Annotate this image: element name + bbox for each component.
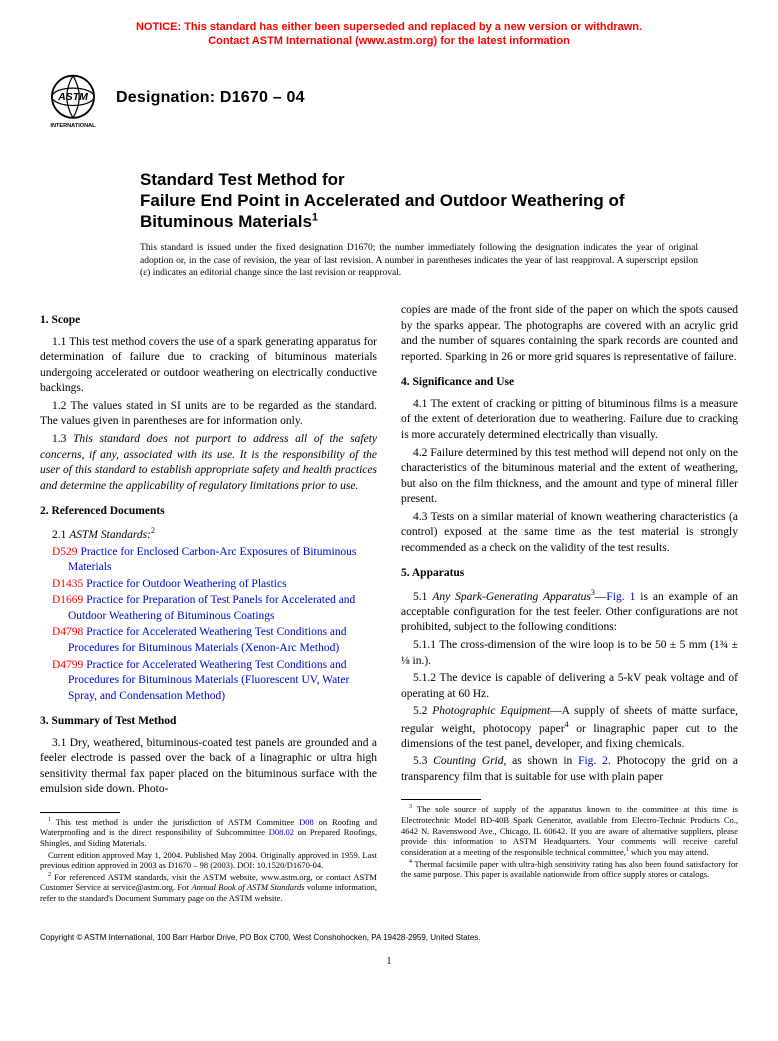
- para-2-1: 2.1 ASTM Standards:2: [40, 526, 377, 543]
- fig-1-link[interactable]: Fig. 1: [606, 590, 635, 602]
- footnote-1: 1 This test method is under the jurisdic…: [40, 817, 377, 849]
- reference-code: D529: [52, 546, 78, 558]
- fn3-t2: which you may attend.: [629, 847, 709, 857]
- svg-text:INTERNATIONAL: INTERNATIONAL: [50, 123, 96, 129]
- p5-2-label: Photographic Equipment: [432, 705, 550, 717]
- reference-text: Practice for Outdoor Weathering of Plast…: [83, 578, 286, 590]
- fn1-link1[interactable]: D08: [299, 817, 314, 827]
- title-block: Standard Test Method for Failure End Poi…: [140, 169, 718, 280]
- page-number: 1: [40, 956, 738, 967]
- section-5-head: 5. Apparatus: [401, 566, 738, 582]
- reference-code: D4799: [52, 659, 83, 671]
- section-1-head: 1. Scope: [40, 313, 377, 329]
- p5-3-num: 5.3: [413, 755, 433, 767]
- para-1-3-num: 1.3: [52, 433, 73, 445]
- body-columns: 1. Scope 1.1 This test method covers the…: [40, 303, 738, 904]
- astm-logo: ASTM INTERNATIONAL: [42, 67, 104, 129]
- footnote-4: 4 Thermal facsimile paper with ultra-hig…: [401, 859, 738, 880]
- title-line2: Failure End Point in Accelerated and Out…: [140, 191, 625, 231]
- reference-code: D1435: [52, 578, 83, 590]
- para-5-1: 5.1 Any Spark-Generating Apparatus3—Fig.…: [401, 588, 738, 636]
- header-row: ASTM INTERNATIONAL Designation: D1670 – …: [40, 67, 738, 129]
- left-column: 1. Scope 1.1 This test method covers the…: [40, 303, 377, 904]
- para-3-1: 3.1 Dry, weathered, bituminous-coated te…: [40, 736, 377, 798]
- para-4-2: 4.2 Failure determined by this test meth…: [401, 446, 738, 508]
- reference-item[interactable]: D1669 Practice for Preparation of Test P…: [40, 593, 377, 624]
- p5-1-num: 5.1: [413, 590, 432, 602]
- p5-1-dash: —: [595, 590, 607, 602]
- issued-note: This standard is issued under the fixed …: [140, 242, 698, 279]
- para-1-1: 1.1 This test method covers the use of a…: [40, 335, 377, 397]
- reference-text: Practice for Accelerated Weathering Test…: [68, 626, 347, 654]
- p5-3-label: Counting Grid: [433, 755, 503, 767]
- fn4-t1: Thermal facsimile paper with ultra-high …: [401, 859, 738, 880]
- references-list: D529 Practice for Enclosed Carbon-Arc Ex…: [40, 545, 377, 704]
- reference-item[interactable]: D4798 Practice for Accelerated Weatherin…: [40, 625, 377, 656]
- fn2-t2: Annual Book of ASTM Standards: [191, 882, 304, 892]
- title-sup: 1: [312, 211, 318, 223]
- p5-2-num: 5.2: [413, 705, 432, 717]
- para-5-1-1: 5.1.1 The cross-dimension of the wire lo…: [401, 638, 738, 669]
- reference-text: Practice for Enclosed Carbon-Arc Exposur…: [68, 546, 356, 574]
- para-2-1-num: 2.1: [52, 528, 69, 540]
- notice-line1: NOTICE: This standard has either been su…: [136, 21, 642, 33]
- para-1-3-text: This standard does not purport to addres…: [40, 433, 377, 492]
- reference-item[interactable]: D529 Practice for Enclosed Carbon-Arc Ex…: [40, 545, 377, 576]
- notice-banner: NOTICE: This standard has either been su…: [40, 20, 738, 49]
- reference-code: D1669: [52, 594, 83, 606]
- footnote-1b: Current edition approved May 1, 2004. Pu…: [40, 850, 377, 871]
- para-2-1-label: ASTM Standards:: [69, 528, 151, 540]
- fn1-t1: This test method is under the jurisdicti…: [51, 817, 299, 827]
- para-5-3: 5.3 Counting Grid, as shown in Fig. 2. P…: [401, 754, 738, 785]
- section-2-head: 2. Referenced Documents: [40, 504, 377, 520]
- page: NOTICE: This standard has either been su…: [0, 0, 778, 987]
- reference-item[interactable]: D4799 Practice for Accelerated Weatherin…: [40, 658, 377, 705]
- footnote-rule: [40, 812, 120, 813]
- p5-3-t1: , as shown in: [504, 755, 579, 767]
- title-line1: Standard Test Method for: [140, 170, 345, 189]
- reference-text: Practice for Accelerated Weathering Test…: [68, 659, 349, 702]
- footnote-rule-right: [401, 799, 481, 800]
- para-5-2: 5.2 Photographic Equipment—A supply of s…: [401, 704, 738, 752]
- para-1-3: 1.3 This standard does not purport to ad…: [40, 432, 377, 494]
- para-3-1-cont: copies are made of the front side of the…: [401, 303, 738, 365]
- copyright: Copyright © ASTM International, 100 Barr…: [40, 933, 738, 942]
- section-4-head: 4. Significance and Use: [401, 375, 738, 391]
- footnote-2: 2 For referenced ASTM standards, visit t…: [40, 872, 377, 904]
- para-2-1-sup: 2: [151, 526, 155, 535]
- document-title: Standard Test Method for Failure End Poi…: [140, 169, 718, 233]
- designation: Designation: D1670 – 04: [116, 89, 305, 107]
- para-4-3: 4.3 Tests on a similar material of known…: [401, 510, 738, 557]
- svg-text:ASTM: ASTM: [57, 90, 88, 102]
- notice-line2: Contact ASTM International (www.astm.org…: [208, 35, 570, 47]
- para-1-2: 1.2 The values stated in SI units are to…: [40, 399, 377, 430]
- para-5-1-2: 5.1.2 The device is capable of deliverin…: [401, 671, 738, 702]
- reference-item[interactable]: D1435 Practice for Outdoor Weathering of…: [40, 577, 377, 593]
- para-4-1: 4.1 The extent of cracking or pitting of…: [401, 397, 738, 444]
- section-3-head: 3. Summary of Test Method: [40, 714, 377, 730]
- p5-1-label: Any Spark-Generating Apparatus: [432, 590, 591, 602]
- reference-text: Practice for Preparation of Test Panels …: [68, 594, 355, 622]
- reference-code: D4798: [52, 626, 83, 638]
- fn1-link2[interactable]: D08.02: [269, 827, 294, 837]
- footnote-3: 3 The sole source of supply of the appar…: [401, 804, 738, 857]
- fig-2-link[interactable]: Fig. 2: [578, 755, 608, 767]
- right-column: copies are made of the front side of the…: [401, 303, 738, 904]
